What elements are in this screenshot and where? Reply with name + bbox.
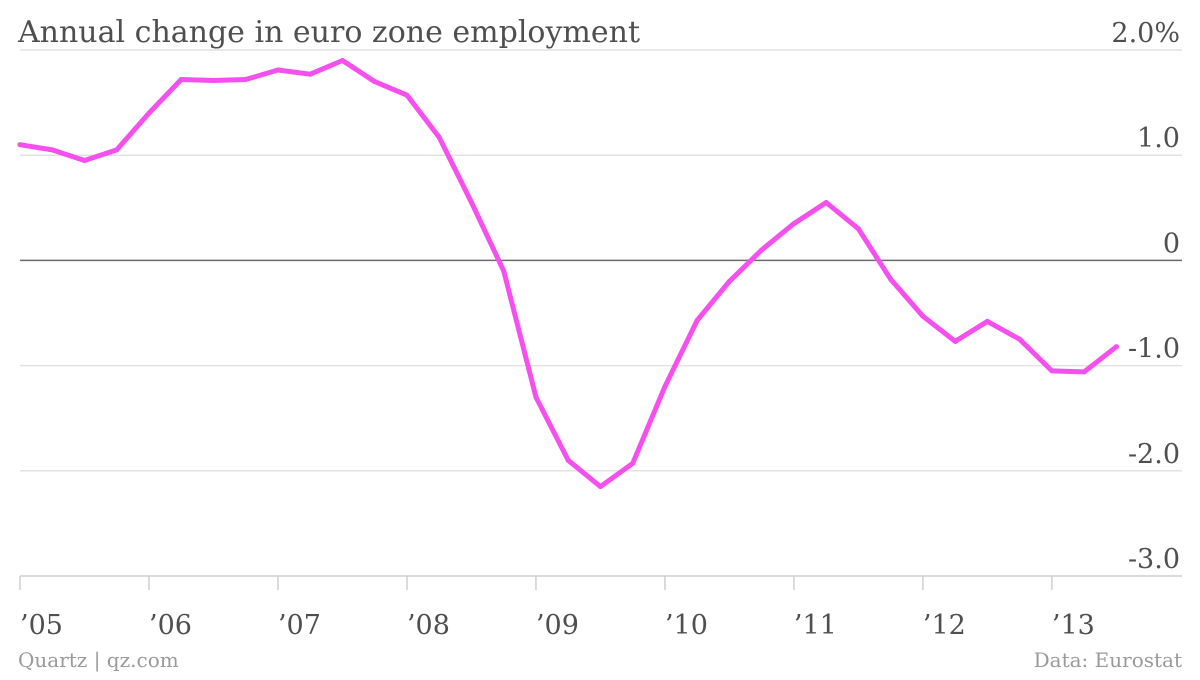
data-point xyxy=(404,92,410,98)
data-point xyxy=(952,338,958,344)
data-point xyxy=(1049,368,1055,374)
data-point xyxy=(17,142,23,148)
data-point xyxy=(275,67,281,73)
y-axis-labels: 2.0% 1.0 0 -1.0 -2.0 -3.0 xyxy=(1111,18,1180,575)
chart-title: Annual change in euro zone employment xyxy=(17,15,640,50)
data-point xyxy=(114,147,120,153)
data-point xyxy=(211,78,216,83)
data-point xyxy=(146,110,152,116)
data-point xyxy=(340,58,345,63)
data-point xyxy=(662,384,668,390)
data-point xyxy=(501,268,507,274)
data-point xyxy=(984,318,990,324)
x-tick-label: ’06 xyxy=(149,610,192,641)
x-tick-label: ’10 xyxy=(665,610,708,641)
x-tick-label: ’11 xyxy=(794,610,837,641)
data-point xyxy=(436,134,442,140)
data-point xyxy=(630,460,636,466)
data-point xyxy=(1113,344,1119,350)
data-point xyxy=(469,200,474,205)
source-credit: Quartz | qz.com xyxy=(18,648,179,673)
y-tick-label: 2.0% xyxy=(1111,18,1180,49)
data-point xyxy=(1081,369,1087,375)
data-point xyxy=(694,317,700,323)
data-point xyxy=(243,77,249,82)
data-point xyxy=(533,394,539,400)
data-point xyxy=(888,276,894,282)
data-point xyxy=(1017,336,1023,342)
x-tick-label: ’05 xyxy=(20,610,63,641)
data-point xyxy=(823,200,829,205)
data-point xyxy=(791,221,797,227)
x-tick-label: ’07 xyxy=(278,610,321,641)
x-tick-label: ’13 xyxy=(1052,610,1095,641)
gridlines xyxy=(20,49,1182,577)
x-tick-label: ’12 xyxy=(923,610,966,641)
data-source: Data: Eurostat xyxy=(1034,648,1182,672)
data-point xyxy=(855,226,861,232)
data-point xyxy=(920,313,926,319)
y-tick-label: 0 xyxy=(1163,228,1180,259)
data-point xyxy=(759,247,765,253)
data-point xyxy=(307,71,313,77)
data-point xyxy=(565,457,571,463)
series-layer xyxy=(17,58,1119,490)
x-tick-label: ’08 xyxy=(407,610,450,641)
data-point xyxy=(49,147,55,153)
y-tick-label: -1.0 xyxy=(1128,334,1180,365)
data-point xyxy=(372,79,378,85)
employment-change-line xyxy=(17,58,1119,490)
x-axis: ’05 ’06 ’07 ’08 ’09 ’10 ’11 ’12 ’13 xyxy=(19,576,1095,641)
y-tick-label: -3.0 xyxy=(1128,544,1180,575)
data-point xyxy=(597,484,603,490)
data-point xyxy=(726,278,732,284)
x-tick-label: ’09 xyxy=(536,610,579,641)
y-tick-label: 1.0 xyxy=(1137,123,1180,154)
data-point xyxy=(82,158,87,163)
y-tick-label: -2.0 xyxy=(1128,439,1180,470)
data-point xyxy=(178,77,184,82)
